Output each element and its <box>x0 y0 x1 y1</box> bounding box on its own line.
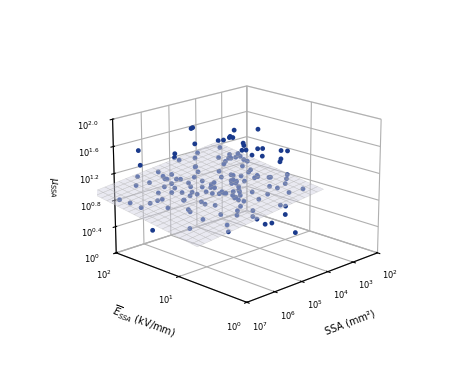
X-axis label: SSA (mm²): SSA (mm²) <box>323 309 376 337</box>
Y-axis label: $\overline{E}_{SSA}$ (kV/mm): $\overline{E}_{SSA}$ (kV/mm) <box>110 304 178 342</box>
